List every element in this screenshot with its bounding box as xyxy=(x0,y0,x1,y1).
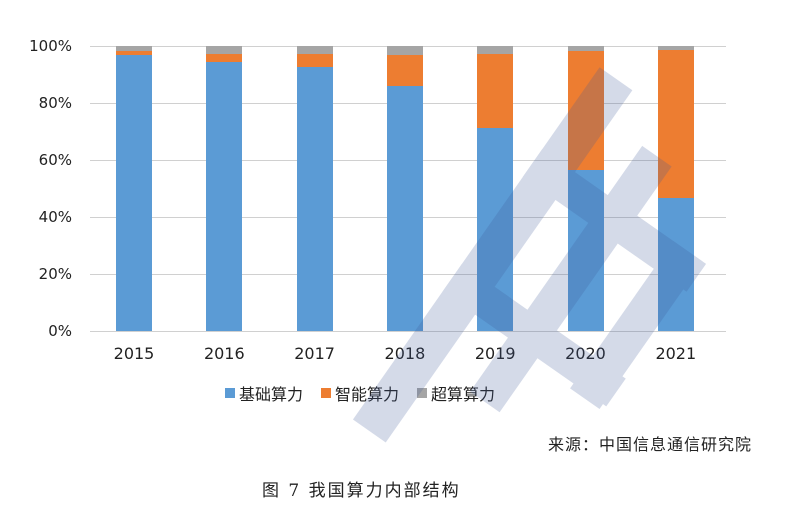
bar-segment xyxy=(116,54,152,331)
bar-segment xyxy=(206,46,243,54)
x-tick-label: 2017 xyxy=(294,344,335,363)
y-tick-label: 60% xyxy=(38,151,72,169)
bar-segment xyxy=(206,61,243,331)
y-tick-label: 0% xyxy=(48,322,72,340)
bar-segment xyxy=(477,128,514,331)
legend-swatch-basic xyxy=(225,388,235,398)
y-tick-label: 80% xyxy=(38,94,72,112)
bar-segment xyxy=(386,85,423,331)
bar-segment xyxy=(296,67,333,331)
legend: 基础算力 智能算力 超算算力 xyxy=(225,381,495,405)
bar-segment xyxy=(567,46,604,52)
legend-label: 基础算力 xyxy=(239,385,304,404)
bar-segment xyxy=(116,50,152,55)
bar-2017 xyxy=(296,46,333,331)
x-tick-label: 2016 xyxy=(203,344,245,363)
y-tick-label: 100% xyxy=(29,37,72,55)
y-tick-label: 20% xyxy=(38,265,72,283)
bar-segment xyxy=(206,54,243,62)
bar-2016 xyxy=(206,46,243,331)
bar-2018 xyxy=(386,46,423,331)
bar-segment xyxy=(477,46,514,54)
bar-2020 xyxy=(567,46,604,331)
bar-2021 xyxy=(657,46,694,331)
bar-segment xyxy=(657,197,694,331)
x-tick-label: 2021 xyxy=(655,344,697,363)
bar-segment xyxy=(657,50,694,198)
legend-swatch-intelligent xyxy=(321,388,332,398)
bar-segment xyxy=(116,46,152,51)
x-tick-label: 2018 xyxy=(384,344,426,363)
bar-2015 xyxy=(116,46,152,331)
bar-segment xyxy=(477,54,514,129)
figure-caption: 图 7 我国算力内部结构 xyxy=(262,481,461,501)
bar-segment xyxy=(567,51,604,170)
bar-segment xyxy=(386,55,423,86)
legend-item-intelligent: 智能算力 xyxy=(321,381,399,405)
bar-segment xyxy=(296,53,333,68)
gridline xyxy=(90,331,726,332)
bar-2019 xyxy=(477,46,514,331)
legend-item-supercomputing: 超算算力 xyxy=(417,381,495,405)
x-tick-label: 2015 xyxy=(113,344,155,363)
legend-swatch-supercomputing xyxy=(417,388,428,398)
legend-label: 超算算力 xyxy=(431,385,496,404)
x-tick-label: 2020 xyxy=(565,344,606,363)
bar-segment xyxy=(386,46,423,56)
bar-segment xyxy=(657,46,694,50)
bar-segment xyxy=(296,46,333,54)
x-tick-label: 2019 xyxy=(474,344,516,363)
stacked-bar-chart: 0% 20% 40% 60% 80% 100% 2015 2016 2017 2018 2019 2… xyxy=(29,37,752,501)
legend-item-basic: 基础算力 xyxy=(225,381,303,405)
source-note: 来源：中国信息通信研究院 xyxy=(547,435,752,454)
bar-segment xyxy=(567,169,604,331)
legend-label: 智能算力 xyxy=(335,385,400,404)
y-tick-label: 40% xyxy=(38,208,72,226)
